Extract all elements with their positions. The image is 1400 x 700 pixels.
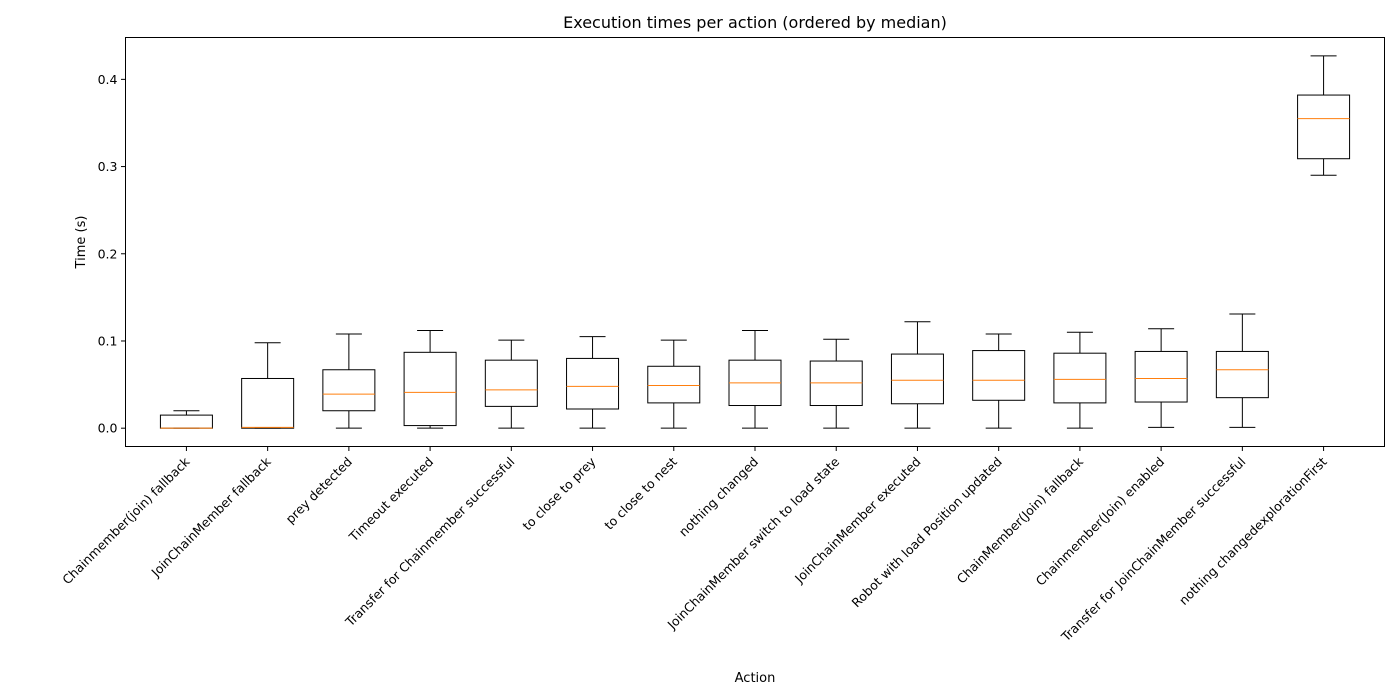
box-body-6 xyxy=(647,365,701,404)
box-13 xyxy=(1215,313,1269,428)
y-tick-label-2: 0.2 xyxy=(98,246,118,261)
box-0 xyxy=(159,410,213,429)
box-5 xyxy=(566,336,620,429)
chart-title: Execution times per action (ordered by m… xyxy=(563,13,947,32)
x-tick-label-6: to close to nest xyxy=(601,454,680,533)
box-10 xyxy=(972,333,1026,429)
box-body-0 xyxy=(159,414,213,429)
y-tick-label-4: 0.4 xyxy=(98,72,118,87)
box-body-10 xyxy=(972,350,1026,401)
x-tick-label-0: Chainmember(join) fallback xyxy=(59,453,193,587)
x-tick-label-10: Robot with load Position updated xyxy=(849,454,1005,610)
x-axis-label: Action xyxy=(735,671,776,686)
box-body-14 xyxy=(1297,94,1351,160)
x-tick-label-5: to close to prey xyxy=(519,454,599,534)
y-axis-label: Time (s) xyxy=(74,216,89,270)
plot-area xyxy=(159,55,1351,429)
y-tick-label-1: 0.1 xyxy=(98,333,118,348)
box-body-1 xyxy=(241,377,295,429)
y-axis: 0.0 0.1 0.2 0.3 0.4 xyxy=(98,72,126,436)
y-tick-label-3: 0.3 xyxy=(98,159,118,174)
x-tick-label-8: JoinChainMember switch to load state xyxy=(664,454,843,633)
box-3 xyxy=(403,330,457,429)
x-tick-label-3: Timeout executed xyxy=(345,454,436,545)
x-tick-label-13: Transfer for JoinChainMember successful xyxy=(1058,454,1249,645)
box-body-5 xyxy=(566,357,620,410)
box-14 xyxy=(1297,55,1351,176)
x-tick-label-2: prey detected xyxy=(283,454,355,526)
x-tick-label-4: Transfer for Chainmember successful xyxy=(342,454,518,630)
box-11 xyxy=(1053,331,1107,429)
box-body-3 xyxy=(403,351,457,427)
box-body-12 xyxy=(1134,350,1188,403)
box-body-2 xyxy=(322,369,376,412)
x-tick-label-14: nothing changedexplorationFirst xyxy=(1176,454,1330,608)
box-1 xyxy=(241,342,295,429)
y-tick-label-0: 0.0 xyxy=(98,421,118,436)
box-body-4 xyxy=(484,359,538,407)
box-6 xyxy=(647,339,701,429)
box-7 xyxy=(728,330,782,429)
box-body-13 xyxy=(1215,350,1269,399)
box-body-11 xyxy=(1053,352,1107,404)
plot-frame xyxy=(125,37,1385,447)
box-9 xyxy=(890,321,944,429)
box-2 xyxy=(322,333,376,429)
box-body-9 xyxy=(890,353,944,405)
box-8 xyxy=(809,338,863,429)
x-tick-label-12: Chainmember(Join) enabled xyxy=(1033,454,1168,589)
box-12 xyxy=(1134,328,1188,428)
box-4 xyxy=(484,339,538,429)
x-tick-label-7: nothing changed xyxy=(676,454,761,539)
x-axis: Chainmember(join) fallback JoinChainMembe… xyxy=(59,446,1330,645)
